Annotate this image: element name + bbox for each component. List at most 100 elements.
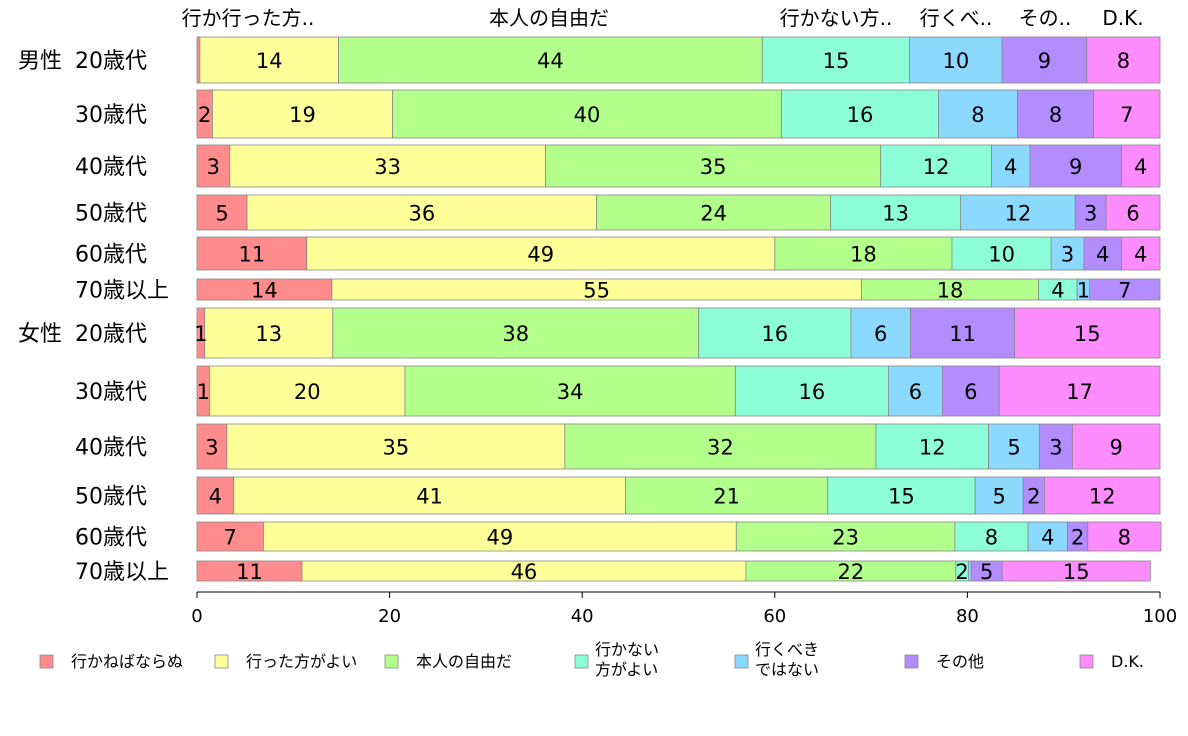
data-label: 32 [707,436,734,460]
data-label: 1 [197,380,210,404]
data-label: 3 [207,155,220,179]
data-label: 12 [1089,485,1116,509]
data-label: 15 [823,49,850,73]
bar-segment [1121,144,1161,188]
data-label: 11 [239,243,266,267]
data-label: 12 [1005,202,1032,226]
data-label: 10 [942,49,969,73]
top-label: 行くべ.. [920,6,993,30]
data-label: 15 [1063,560,1090,584]
bar-segment [827,476,976,515]
bar-segment [974,476,1024,515]
data-label: 46 [511,560,538,584]
legend-swatch [384,654,399,669]
data-label: 49 [486,526,513,550]
data-label: 4 [1051,279,1064,303]
data-label: 4 [1041,526,1054,550]
data-label: 5 [980,560,993,584]
bar-segment [1014,307,1161,359]
data-label: 4 [1134,155,1147,179]
bar-segment [196,423,228,470]
x-tick-label: 40 [571,606,594,627]
data-label: 38 [502,322,529,346]
group-label: 男性 [18,49,62,74]
data-label: 2 [955,560,968,584]
top-label: 本人の自由だ [489,6,609,30]
legend-swatch [734,654,749,669]
data-label: 55 [583,279,610,303]
data-label: 12 [919,436,946,460]
data-label: 1 [194,322,207,346]
legend-swatch [904,654,919,669]
data-label: 8 [1118,526,1131,550]
data-label: 3 [1084,202,1097,226]
bar-segment [1017,89,1094,139]
data-label: 34 [557,380,584,404]
data-label: 1 [1077,279,1090,303]
data-label: 6 [874,322,887,346]
category-label: 40歳代 [75,155,147,180]
x-tick-label: 60 [763,606,786,627]
data-label: 2 [1027,485,1040,509]
data-label: 2 [198,103,211,127]
data-label: 16 [847,103,874,127]
data-label: 22 [838,560,865,584]
bar-segment [951,236,1052,271]
data-label: 9 [1109,436,1122,460]
data-label: 16 [761,322,788,346]
data-label: 7 [224,526,237,550]
legend-label: 行った方がよい [246,652,357,671]
bar-segment [625,476,829,515]
bar-segment [564,423,877,470]
bar-segment [774,236,953,271]
bar-segment [830,194,962,231]
category-label: 50歳代 [75,202,147,227]
data-label: 5 [215,202,228,226]
data-label: 3 [205,436,218,460]
bar-segment [998,365,1161,417]
top-label: 行かない方.. [780,6,893,30]
data-label: 40 [574,103,601,127]
data-label: 2 [1071,526,1084,550]
data-label: 5 [992,485,1005,509]
bar-segment [1086,36,1161,84]
data-label: 6 [1126,202,1139,226]
data-label: 13 [255,322,282,346]
bar-segment [1105,194,1161,231]
data-label: 11 [949,322,976,346]
bar-segment [875,423,989,470]
category-label: 20歳代 [75,322,147,347]
bar-segment [938,89,1018,139]
bar-segment [263,521,737,552]
legend-label: ではない [755,660,819,679]
category-label: 60歳代 [75,243,147,268]
bar-segment [1027,521,1068,552]
legend-label: 行かねばならぬ [71,652,183,671]
bar-segment [1050,236,1085,271]
data-label: 4 [1004,155,1017,179]
data-label: 7 [1118,279,1131,303]
bar-segment [1074,194,1107,231]
data-label: 16 [799,380,826,404]
bar-segment [1093,89,1161,139]
bar-segment [199,36,339,84]
data-label: 8 [1049,103,1062,127]
data-label: 18 [937,279,964,303]
bar-segment [909,36,1003,84]
bar-segment [196,521,264,552]
category-label: 70歳以上 [75,279,169,304]
data-label: 24 [700,202,727,226]
data-label: 33 [374,155,401,179]
bar-segment [1089,278,1161,301]
bar-segment [233,476,626,515]
data-label: 49 [527,243,554,267]
category-label: 60歳代 [75,526,147,551]
bar-segment [880,144,992,188]
data-label: 5 [1007,436,1020,460]
bar-segment [332,307,700,359]
legend-label: その他 [936,652,984,671]
data-label: 17 [1066,380,1093,404]
data-label: 6 [909,380,922,404]
x-tick-label: 0 [191,606,202,627]
data-label: 15 [888,485,915,509]
